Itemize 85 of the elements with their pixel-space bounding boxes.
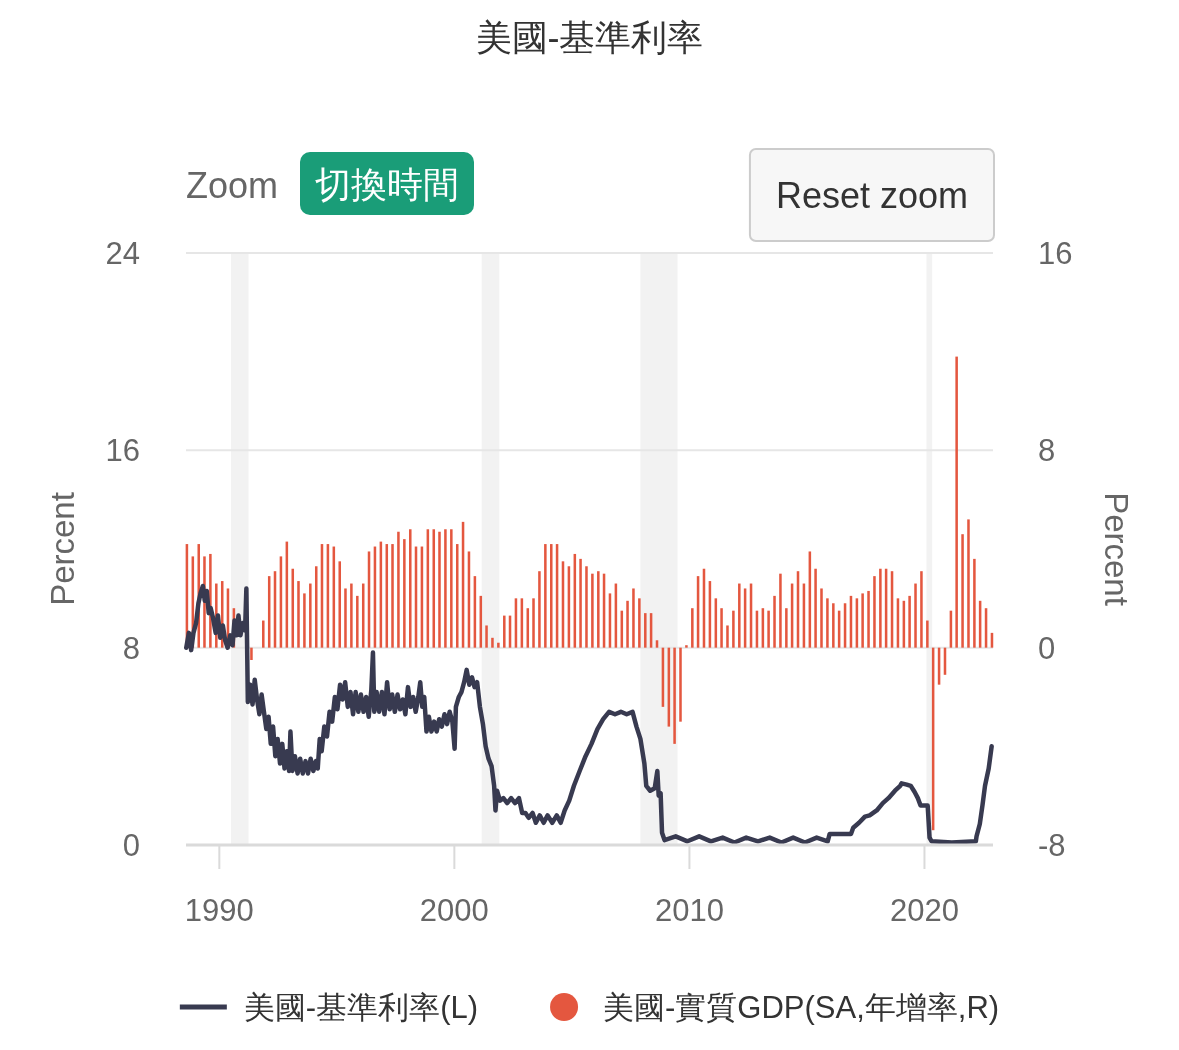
- bar: [638, 598, 641, 648]
- bar: [679, 647, 682, 722]
- bar: [403, 539, 406, 648]
- bar: [779, 573, 782, 648]
- y2-tick-label: 0: [1038, 630, 1056, 666]
- y-tick-label: 0: [122, 827, 140, 863]
- bar: [820, 588, 823, 648]
- bar: [726, 625, 729, 648]
- y2-tick-label: 8: [1038, 433, 1056, 469]
- bar: [303, 593, 306, 648]
- bar: [785, 608, 788, 648]
- bar: [873, 576, 876, 648]
- bar: [591, 573, 594, 648]
- bar: [926, 620, 929, 648]
- bar: [579, 558, 582, 648]
- bar: [738, 583, 741, 648]
- bar: [432, 529, 436, 648]
- bar: [967, 519, 970, 648]
- bar: [732, 610, 735, 648]
- bar: [250, 647, 253, 660]
- bar: [409, 529, 412, 648]
- bar: [767, 610, 770, 648]
- bar: [485, 625, 488, 648]
- bar: [532, 598, 535, 648]
- bar: [867, 590, 870, 648]
- bar: [720, 608, 723, 648]
- y2-tick-label: -8: [1038, 827, 1066, 863]
- bar: [497, 642, 500, 648]
- y-axis-title: Percent: [43, 492, 81, 606]
- bar: [908, 595, 911, 648]
- bar: [338, 561, 341, 648]
- text: Zoom: [186, 165, 279, 206]
- y-tick-label: 16: [105, 433, 140, 469]
- x-tick-label: 2010: [654, 893, 724, 928]
- bar: [632, 588, 635, 648]
- bar: [491, 637, 494, 648]
- bar: [914, 583, 917, 648]
- y2-axis-title: Percent: [1098, 492, 1136, 606]
- bar: [920, 571, 923, 648]
- bar: [438, 531, 441, 648]
- y-tick-label: 8: [122, 630, 140, 666]
- bar: [314, 566, 318, 648]
- y-tick-label: 24: [105, 235, 140, 271]
- bar: [356, 595, 359, 648]
- bar: [691, 608, 694, 648]
- bar: [450, 529, 453, 648]
- bar: [961, 534, 964, 648]
- bar: [344, 588, 347, 648]
- x-tick-label: 2020: [889, 893, 959, 928]
- bar: [444, 529, 447, 648]
- chart-title: 美國-基準利率: [475, 17, 704, 58]
- bar: [861, 593, 864, 648]
- bar: [391, 544, 394, 648]
- bar: [455, 544, 459, 648]
- legend-label: 美國-實質GDP(SA,年增率,R): [603, 989, 1000, 1025]
- x-tick-label: 2000: [419, 893, 489, 928]
- text: 切換時間: [315, 164, 459, 205]
- x-tick-label: 1990: [184, 893, 254, 928]
- bar: [644, 613, 647, 648]
- bar: [297, 581, 300, 648]
- bar: [773, 595, 776, 648]
- bar: [350, 583, 353, 648]
- bar: [550, 544, 553, 648]
- y2-tick-label: 16: [1038, 235, 1073, 271]
- line-series: [184, 583, 994, 845]
- bar: [814, 568, 817, 648]
- bar: [832, 603, 835, 648]
- legend-label: 美國-基準利率(L): [243, 989, 479, 1025]
- bar: [262, 620, 265, 648]
- bar: [826, 598, 829, 648]
- bar: [397, 531, 400, 648]
- bar: [544, 544, 547, 648]
- bar: [538, 571, 541, 648]
- bar: [973, 558, 976, 648]
- bar: [626, 600, 629, 648]
- bar: [585, 566, 588, 648]
- bar: [503, 615, 506, 648]
- bar: [879, 568, 882, 648]
- bar: [291, 568, 295, 648]
- bar: [597, 571, 600, 648]
- bar: [673, 647, 676, 744]
- bar: [685, 645, 688, 648]
- text: Reset zoom: [775, 175, 968, 216]
- bar: [955, 356, 958, 648]
- bar: [309, 583, 312, 648]
